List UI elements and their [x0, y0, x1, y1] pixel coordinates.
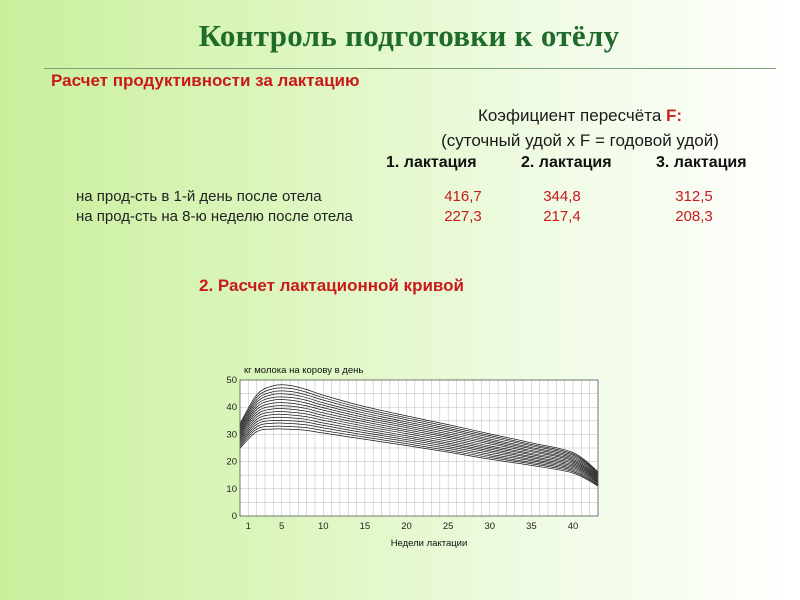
series-line-14	[239, 422, 599, 485]
series-line-2	[239, 387, 599, 474]
x-tick-label: 5	[279, 521, 284, 532]
lactation-curve-heading: 2. Расчет лактационной кривой	[199, 276, 464, 295]
coefficient-title-text: Коэфициент пересчёта	[477, 106, 666, 125]
y-tick-label: 10	[226, 484, 237, 495]
x-tick-label: 1	[246, 521, 251, 532]
header-lactation-3: 3. лактация	[656, 154, 747, 171]
series-line-8	[239, 405, 599, 479]
x-tick-label: 25	[443, 521, 454, 532]
header-lactation-2: 2. лактация	[521, 154, 612, 171]
x-tick-label: 15	[360, 521, 371, 532]
plot-frame	[239, 379, 599, 517]
value-day1-lact3: 312,5	[675, 188, 713, 205]
series-line-5	[239, 396, 599, 476]
page-title: Контроль подготовки к отёлу	[198, 18, 620, 53]
value-week8-lact2: 217,4	[543, 208, 581, 225]
y-tick-label: 50	[226, 375, 237, 386]
series-line-15	[239, 425, 599, 486]
series-line-13	[239, 419, 599, 484]
row-label-day1: на прод-сть в 1-й день после отела	[76, 188, 322, 205]
y-tick-label: 40	[226, 402, 237, 413]
value-week8-lact1: 227,3	[444, 208, 482, 225]
row-label-week8: на прод-сть на 8-ю неделю после отела	[76, 208, 353, 225]
series-line-1	[239, 384, 599, 472]
x-tick-label: 30	[484, 521, 495, 532]
x-tick-label: 40	[568, 521, 579, 532]
value-week8-lact3: 208,3	[675, 208, 713, 225]
x-axis-title: Недели лактации	[391, 538, 468, 549]
grid	[240, 380, 598, 516]
series-line-11	[239, 413, 599, 482]
series-line-10	[239, 411, 599, 481]
header-lactation-1: 1. лактация	[386, 154, 477, 171]
series-line-3	[239, 390, 599, 474]
coefficient-symbol: F:	[666, 106, 683, 125]
series-line-6	[239, 399, 599, 477]
productivity-heading: Расчет продуктивности за лактацию	[51, 71, 360, 90]
curve-lines	[239, 384, 599, 487]
series-line-7	[239, 402, 599, 478]
series-line-12	[239, 416, 599, 483]
y-tick-label: 30	[226, 429, 237, 440]
x-tick-label: 20	[401, 521, 412, 532]
x-tick-label: 35	[526, 521, 537, 532]
value-day1-lact1: 416,7	[444, 188, 482, 205]
y-tick-label: 20	[226, 457, 237, 468]
coefficient-formula: (суточный удой х F = годовой удой)	[441, 131, 719, 150]
value-day1-lact2: 344,8	[543, 188, 581, 205]
x-tick-label: 10	[318, 521, 329, 532]
title-divider	[44, 68, 776, 69]
y-axis-title: кг молока на корову в день	[244, 365, 363, 376]
y-tick-label: 0	[232, 511, 237, 522]
series-line-4	[239, 393, 599, 475]
series-line-16	[239, 428, 599, 487]
series-line-9	[239, 408, 599, 480]
coefficient-title: Коэфициент пересчёта F:	[370, 106, 790, 126]
